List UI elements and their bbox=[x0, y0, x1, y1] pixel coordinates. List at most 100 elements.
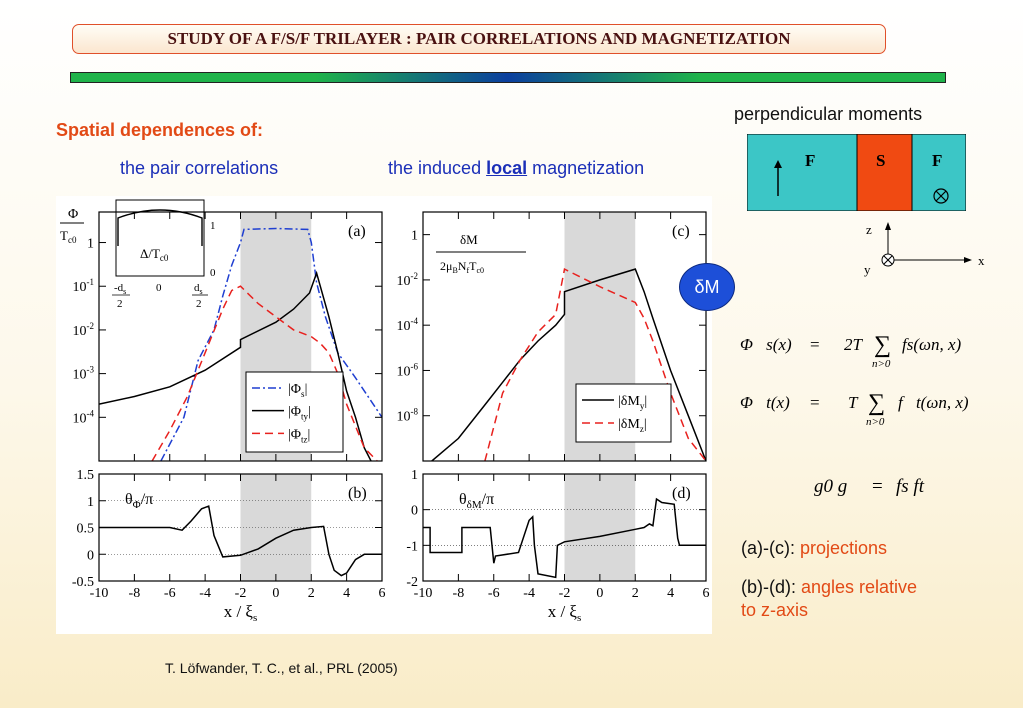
panel-d-ytick-label: -1 bbox=[406, 539, 418, 554]
inset-xtick-left: -ds bbox=[114, 282, 126, 296]
note-angles: (b)-(d): angles relative to z-axis bbox=[741, 576, 917, 622]
panel-a-ytick-label: 10-4 bbox=[73, 408, 95, 426]
figure-panels: Φ Tc0 Δ/Tc0 1 0 -ds 2 0 ds 2 δM 2μBNfTc0… bbox=[56, 196, 712, 634]
eq2-sum: ∑ bbox=[868, 390, 885, 416]
panel-d-ytick-label: 0 bbox=[411, 504, 418, 519]
geq-equals: = bbox=[872, 476, 883, 497]
panel-b-ytick-label: 1.5 bbox=[77, 468, 95, 483]
panel-d-xtick-label: -2 bbox=[559, 586, 571, 601]
citation: T. Löfwander, T. C., et al., PRL (2005) bbox=[165, 660, 398, 676]
s-label: S bbox=[876, 151, 885, 170]
panel-c-series-1 bbox=[431, 268, 706, 461]
heading: Spatial dependences of: bbox=[56, 120, 264, 140]
panel-c-ylabel-num: δM bbox=[460, 232, 478, 247]
panel-d-shaded-region bbox=[564, 474, 636, 581]
panel-b-series-1 bbox=[99, 505, 382, 577]
axis-y-label: y bbox=[864, 262, 871, 277]
panel-d-series-1 bbox=[423, 497, 706, 579]
note1-text: projections bbox=[799, 538, 888, 558]
panel-d-xtick-label: 6 bbox=[703, 586, 710, 601]
panel-d-ylabel: θδM/π bbox=[459, 491, 494, 511]
coordinate-axes-diagram: z y x bbox=[864, 222, 985, 277]
x-arrow-icon bbox=[964, 257, 972, 263]
eq1-equals: = bbox=[810, 335, 820, 354]
panel-a-legend-label: |Φty| bbox=[288, 405, 311, 422]
panel-c-label: (c) bbox=[672, 223, 690, 240]
figure-svg: Φ Tc0 Δ/Tc0 1 0 -ds 2 0 ds 2 δM 2μBNfTc0… bbox=[60, 199, 710, 624]
inset-gap-curve bbox=[117, 209, 203, 246]
eq1-sum-sub: n>0 bbox=[872, 358, 891, 370]
panel-c-ylabel-den: 2μBNfTc0 bbox=[440, 259, 484, 275]
title-divider-bar bbox=[70, 72, 946, 83]
eq1-prefactor: 2T bbox=[844, 335, 864, 354]
geq-lhs: g0 g bbox=[814, 476, 847, 497]
subheading-magnetization: the induced local magnetization bbox=[388, 158, 644, 179]
panel-c-ytick-label: 1 bbox=[411, 229, 418, 244]
eq2-rhs: f⃗t(ωn, x) bbox=[898, 393, 969, 412]
inset-box bbox=[115, 199, 205, 277]
panel-a-ytick-label: 1 bbox=[87, 237, 94, 252]
sub-mag-local: local bbox=[486, 158, 528, 178]
panel-c-legend-box bbox=[575, 383, 672, 443]
sub-mag-post: magnetization bbox=[527, 158, 645, 178]
panel-a-legend-label: |Φtz| bbox=[288, 427, 310, 444]
panel-a-legend-box bbox=[245, 371, 344, 453]
note2-text2: to z-axis bbox=[741, 600, 809, 620]
f-layer-left bbox=[747, 134, 858, 211]
subheading-pair-correlations: the pair correlations bbox=[120, 158, 279, 178]
f-layer-right bbox=[911, 134, 966, 211]
eq1-rhs: fs(ωn, x) bbox=[902, 335, 962, 354]
panel-a-series-2 bbox=[99, 270, 372, 461]
panel-c-series-2 bbox=[484, 267, 706, 461]
panel-a-label: (a) bbox=[348, 223, 366, 240]
inset-xtick-zero: 0 bbox=[156, 282, 162, 294]
panel-a-series-1 bbox=[160, 227, 382, 461]
panel-b-ytick-label: 1 bbox=[87, 495, 94, 510]
slide-title: STUDY OF A F/S/F TRILAYER : PAIR CORRELA… bbox=[72, 24, 886, 54]
panel-d-xtick-label: -8 bbox=[453, 586, 465, 601]
panel-b-xtick-label: -8 bbox=[129, 586, 141, 601]
panel-b-ytick-label: 0 bbox=[87, 548, 94, 563]
panel-a-legend-label: |Φs| bbox=[288, 382, 307, 399]
note2-label: (b)-(d): bbox=[741, 577, 801, 597]
panel-a-ytick-label: 10-2 bbox=[73, 321, 95, 339]
panel-b-xtick-label: 0 bbox=[272, 586, 279, 601]
s-layer bbox=[856, 134, 913, 211]
panel-b-ytick-label: -0.5 bbox=[72, 575, 94, 590]
panel-b-xtick-label: -6 bbox=[164, 586, 176, 601]
moment-up-arrow-icon bbox=[774, 160, 782, 196]
panel-a-ylabel-num: Φ bbox=[68, 207, 78, 222]
panel-a-ylabel-den: Tc0 bbox=[60, 228, 77, 245]
inset-ytick-1: 1 bbox=[210, 220, 216, 232]
z-arrow-icon bbox=[885, 222, 891, 230]
panel-b-ylabel: θΦ/π bbox=[125, 491, 153, 511]
panel-b-xtick-label: 6 bbox=[379, 586, 386, 601]
eq1-lhs: Φ⃗s(x) bbox=[740, 335, 792, 354]
panel-d-label: (d) bbox=[672, 485, 691, 502]
panel-c-ytick-label: 10-2 bbox=[397, 271, 419, 289]
panel-d-xtick-label: -6 bbox=[488, 586, 500, 601]
delta-m-bubble: δM bbox=[679, 263, 735, 311]
eq1-sum: ∑ bbox=[874, 332, 891, 358]
inset-xtick-left-den: 2 bbox=[117, 298, 123, 310]
panel-d-xtick-label: -10 bbox=[414, 586, 433, 601]
geq-rhs: fs ft bbox=[896, 476, 925, 497]
panel-b-xtick-label: -4 bbox=[199, 586, 211, 601]
panel-d-xlabel: x / ξs bbox=[548, 602, 582, 624]
panel-b-xtick-label: 4 bbox=[343, 586, 350, 601]
inset-ytick-0: 0 bbox=[210, 267, 216, 279]
panel-b-xtick-label: -10 bbox=[90, 586, 109, 601]
moment-into-page-icon bbox=[933, 188, 949, 204]
axis-x-label: x bbox=[978, 253, 985, 268]
axis-z-label: z bbox=[866, 222, 872, 237]
panel-d-xtick-label: 4 bbox=[667, 586, 674, 601]
green-function-equation: g0 g = fs ft bbox=[814, 476, 925, 497]
note2-text1: angles relative bbox=[801, 577, 918, 597]
f-left-label: F bbox=[805, 151, 815, 170]
panel-c-ytick-label: 10-8 bbox=[397, 407, 419, 425]
panel-c-ytick-label: 10-6 bbox=[397, 361, 419, 379]
panel-d-xtick-label: 0 bbox=[596, 586, 603, 601]
panel-d-xtick-label: -4 bbox=[523, 586, 535, 601]
note-projections: (a)-(c): projections bbox=[741, 538, 887, 559]
equations: Φ⃗s(x) = 2T ∑ n>0 fs(ωn, x) Φ⃗t(x) = T ∑… bbox=[740, 332, 969, 428]
